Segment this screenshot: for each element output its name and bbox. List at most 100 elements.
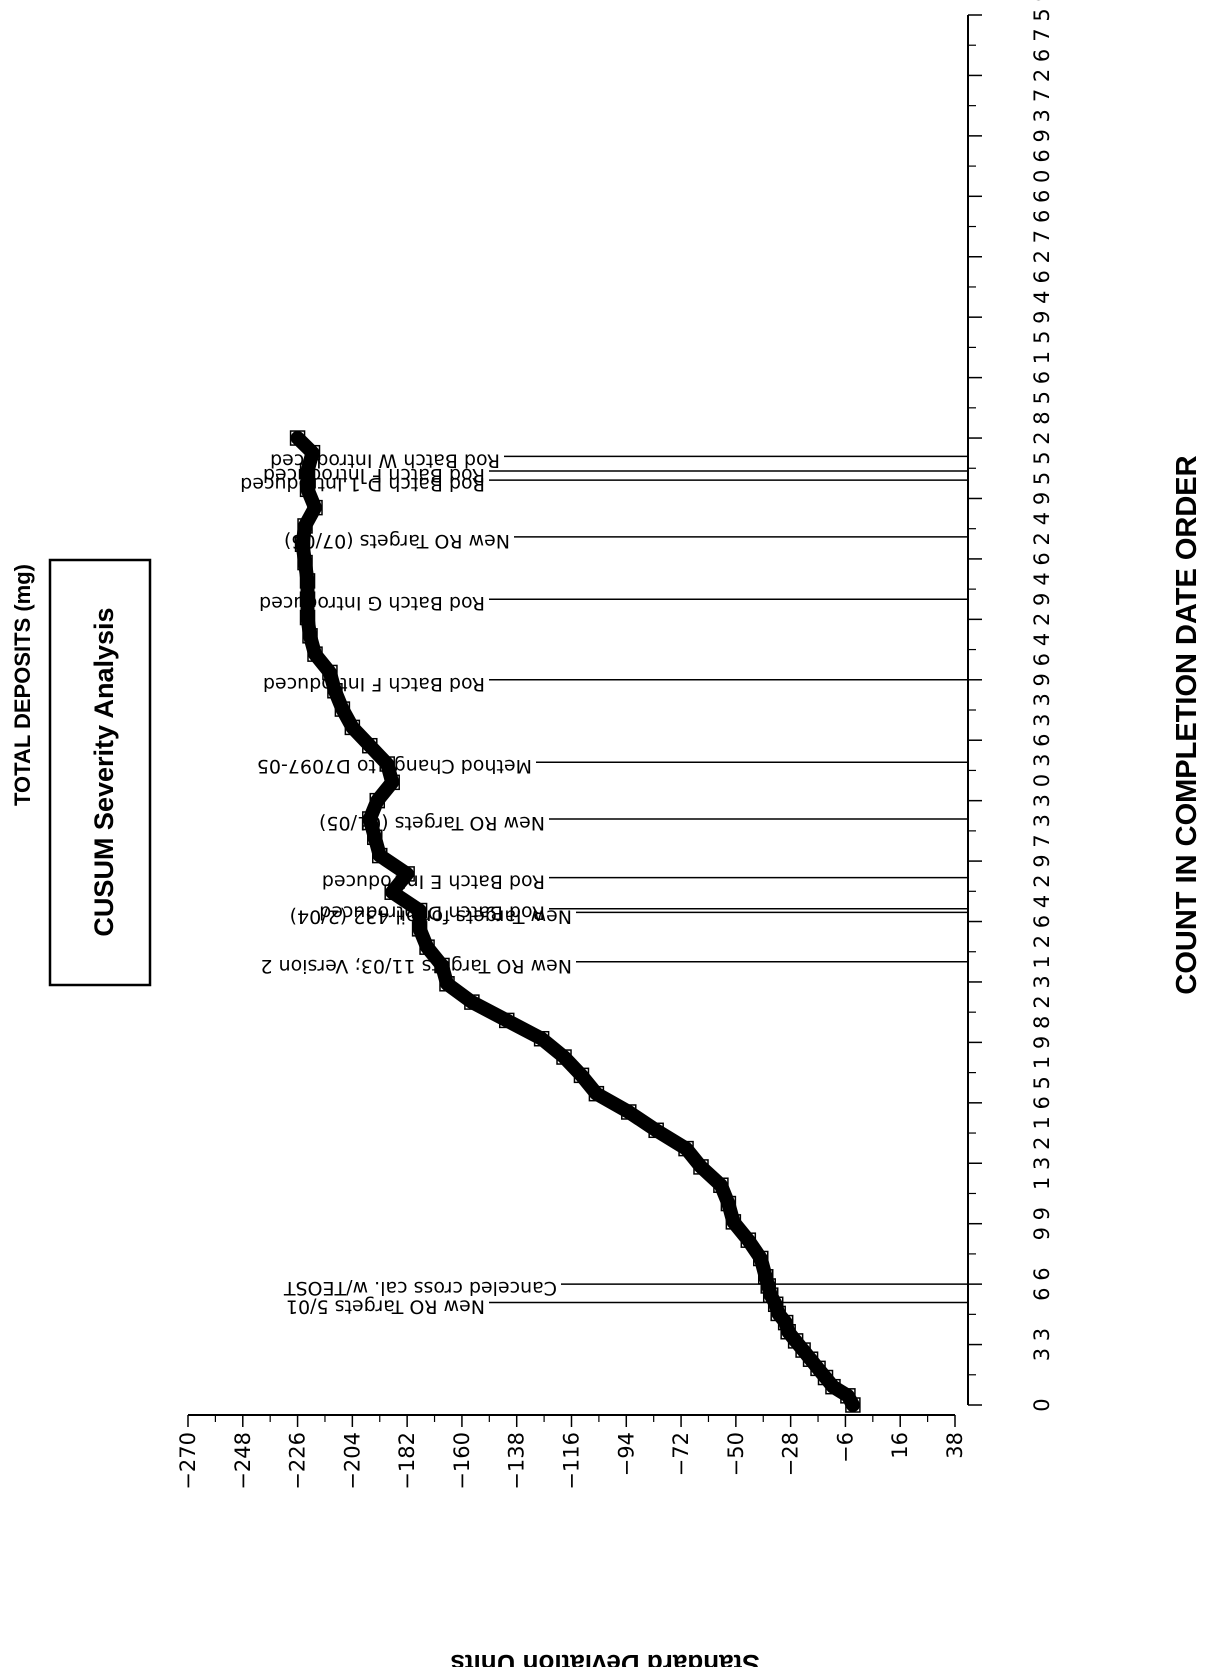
data-point [299, 463, 316, 479]
y-axis-title: Standard Deviation Units [450, 1649, 759, 1667]
x-tick-label: 1 3 2 [1030, 1137, 1054, 1190]
data-point [297, 518, 313, 534]
chart-subtitle: TOTAL DEPOSITS (mg) [10, 564, 35, 806]
data-point [621, 1104, 637, 1120]
data-point [419, 939, 435, 955]
x-tick-label: 4 2 9 [1030, 593, 1054, 646]
x-tick-label: 5 6 1 [1030, 351, 1054, 404]
y-tick-label: −94 [614, 1432, 638, 1476]
y-tick-label: −6 [833, 1432, 857, 1463]
data-point [840, 1388, 856, 1404]
x-tick-label: 6 9 3 [1030, 109, 1054, 162]
x-tick-label: 7 2 6 [1030, 49, 1054, 102]
x-tick-label: 6 2 7 [1030, 230, 1054, 283]
x-tick-label: 6 6 [1030, 1267, 1054, 1300]
data-point [304, 444, 321, 461]
x-tick-label: 3 3 [1030, 1328, 1054, 1361]
data-point [760, 1278, 776, 1294]
y-tick-label: −28 [779, 1432, 803, 1476]
data-point [307, 499, 323, 516]
data-point [384, 774, 400, 791]
annotation-label: New RO Targets 5/01 [286, 1295, 485, 1317]
y-tick-label: −248 [231, 1432, 255, 1490]
data-point [753, 1250, 769, 1267]
x-tick-label: 2 3 1 [1030, 955, 1054, 1008]
data-point [556, 1049, 572, 1065]
x-tick-label: 2 9 7 [1030, 834, 1054, 887]
y-tick-label: −226 [286, 1432, 310, 1490]
x-axis-title: COUNT IN COMPLETION DATE ORDER [1171, 455, 1203, 994]
data-point [299, 609, 316, 626]
data-point [780, 1323, 796, 1340]
data-point [757, 1269, 774, 1285]
annotation-label: Rod Batch F Introduced [263, 464, 485, 486]
data-point [767, 1296, 784, 1313]
annotation-label: New RO Targets (07/06) [284, 530, 510, 552]
annotation-label: Canceled cross cal. w/TEOST [284, 1277, 557, 1299]
data-point [725, 1214, 742, 1230]
x-tick-label: 6 6 0 [1030, 170, 1054, 223]
data-point [399, 866, 415, 882]
data-point [334, 701, 351, 717]
data-point [362, 737, 378, 754]
y-tick-label: −116 [560, 1432, 584, 1490]
annotation-label: Rod Batch G Introduced [259, 592, 485, 614]
y-tick-label: −270 [176, 1432, 200, 1490]
data-point [307, 646, 323, 662]
x-tick-label: 4 6 2 [1030, 532, 1054, 585]
plot-area: 0 3 3 6 6 9 9 1 3 2 1 6 5 1 9 8 2 3 1 2 6 4 2 9 7… [176, 0, 1054, 1490]
y-tick-label: 16 [888, 1432, 912, 1459]
x-tick-label: 9 9 [1030, 1207, 1054, 1240]
data-point [299, 591, 316, 607]
y-tick-label: 38 [943, 1432, 967, 1459]
data-point [434, 957, 450, 974]
chart-title: CUSUM Severity Analysis [89, 607, 119, 936]
data-point [299, 481, 316, 498]
data-point [289, 430, 306, 446]
data-point [845, 1397, 861, 1413]
x-tick-label: 5 2 8 [1030, 411, 1054, 464]
data-point [362, 811, 378, 827]
data-point [762, 1287, 779, 1303]
data-point [299, 573, 316, 589]
x-tick-label: 3 9 6 [1030, 653, 1054, 706]
x-tick-label: 3 6 3 [1030, 713, 1054, 766]
x-tick-label: 5 9 4 [1030, 290, 1054, 343]
x-tick-label: 3 3 0 [1030, 774, 1054, 827]
data-point [720, 1195, 737, 1212]
data-point [411, 902, 428, 919]
data-point [322, 664, 338, 681]
data-point [770, 1305, 786, 1322]
x-tick-label: 0 [1030, 1398, 1054, 1411]
x-tick-label: 2 6 4 [1030, 895, 1054, 948]
x-tick-label: 1 6 5 [1030, 1076, 1054, 1129]
x-tick-label: 1 9 8 [1030, 1016, 1054, 1069]
data-point [297, 554, 313, 571]
x-tick-label: 4 9 5 [1030, 472, 1054, 525]
data-point [302, 628, 318, 644]
y-tick-label: −50 [724, 1432, 748, 1476]
y-tick-label: −138 [505, 1432, 529, 1490]
data-point [367, 829, 383, 846]
data-point [533, 1030, 550, 1047]
data-point [372, 847, 388, 864]
data-point [573, 1067, 590, 1084]
y-tick-label: −182 [395, 1432, 419, 1490]
y-tick-label: −204 [340, 1432, 364, 1490]
annotation-label: Rod Batch W Introduced [270, 449, 500, 471]
data-point [499, 1012, 515, 1029]
data-point [648, 1122, 664, 1139]
title-box [48, 558, 152, 987]
data-point [327, 683, 343, 699]
data-point [588, 1085, 605, 1102]
data-point [411, 921, 428, 937]
series-line [290, 431, 860, 1412]
data-point [439, 976, 455, 992]
annotation-label: Rod Batch F Introduced [263, 673, 485, 695]
data-point [740, 1232, 757, 1248]
data-point [294, 536, 311, 553]
data-point [369, 792, 386, 809]
data-point [379, 756, 395, 772]
data-point [344, 719, 361, 736]
